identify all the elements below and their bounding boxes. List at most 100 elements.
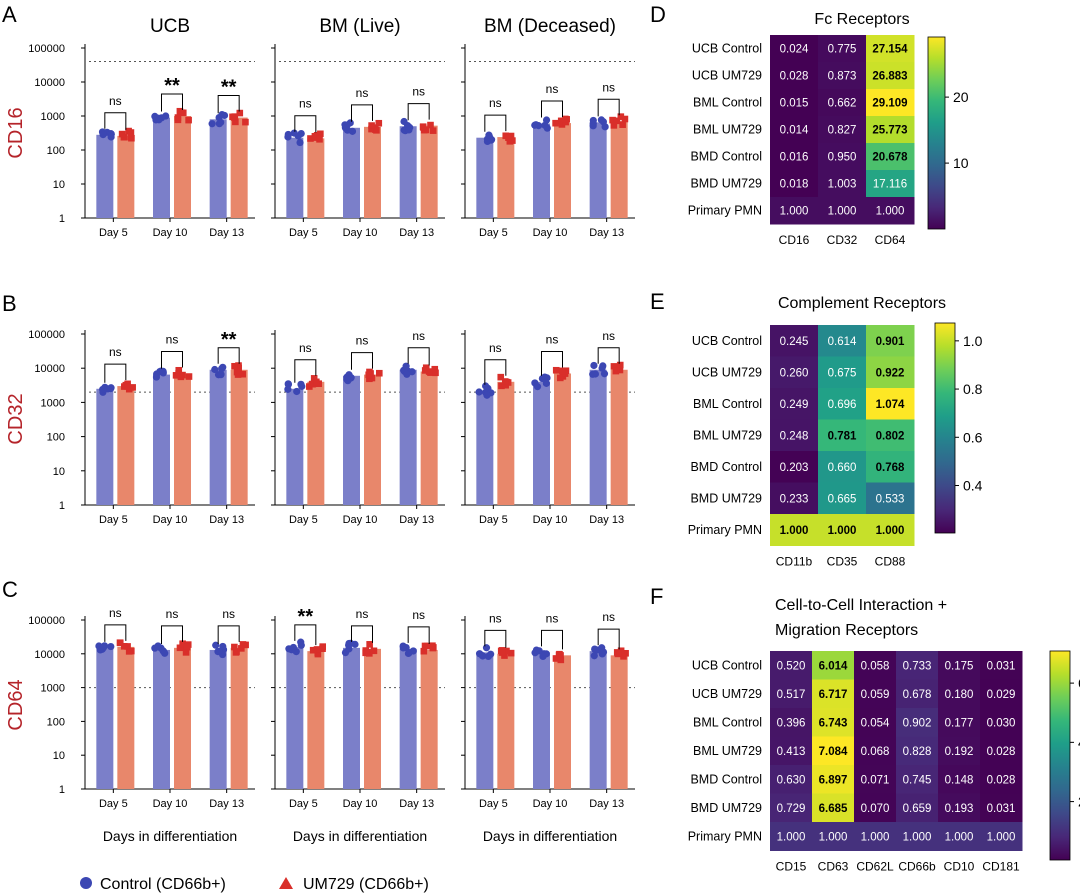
x-tick-label: Day 5 xyxy=(289,227,318,239)
heatmap-cell xyxy=(866,482,915,515)
significance-label: ns xyxy=(546,82,559,96)
heatmap-cell xyxy=(818,197,867,225)
y-tick-label: 100000 xyxy=(28,43,65,55)
heatmap-cell xyxy=(818,451,867,483)
control-point xyxy=(539,652,547,661)
heatmap-cell xyxy=(818,35,867,63)
heatmap-title: Migration Receptors xyxy=(775,622,918,639)
treated-point xyxy=(425,368,433,375)
treated-point xyxy=(373,127,380,134)
heatmap-row-label: Primary PMN xyxy=(688,829,762,843)
heatmap-cell xyxy=(770,482,819,515)
x-tick-label: Day 13 xyxy=(209,514,244,526)
heatmap-value: 0.873 xyxy=(828,71,857,83)
heatmap-cell xyxy=(818,143,867,171)
control-point xyxy=(341,124,349,132)
heatmap-cell xyxy=(980,822,1023,851)
significance-label: ns xyxy=(412,329,425,343)
significance-bracket xyxy=(597,628,620,650)
x-tick-label: Day 10 xyxy=(533,798,568,810)
treated-point xyxy=(120,642,128,650)
heatmap-value: 1.000 xyxy=(780,206,809,218)
colorbar-tick-label: 20 xyxy=(953,89,969,105)
treated-bar xyxy=(364,648,381,789)
significance-label: ns xyxy=(109,94,122,108)
y-tick-label: 10000 xyxy=(34,77,65,89)
control-bar xyxy=(286,646,304,789)
treated-point xyxy=(183,643,191,651)
significance-label: ns xyxy=(602,610,615,624)
heatmap-cell xyxy=(770,35,819,63)
x-tick-label: Day 10 xyxy=(153,798,188,810)
significance-bracket xyxy=(217,95,240,114)
treated-point xyxy=(229,113,236,121)
significance-label: ns xyxy=(222,607,235,621)
y-tick-label: 10 xyxy=(53,750,65,762)
control-point xyxy=(404,649,413,658)
heatmap-value: 29.109 xyxy=(872,98,907,110)
treated-point xyxy=(312,134,319,141)
significance-label: ** xyxy=(298,606,314,628)
heatmap-cell xyxy=(854,793,897,823)
control-bar xyxy=(286,137,304,218)
heatmap-value: 0.018 xyxy=(780,179,809,191)
bar-chart-C-BMD: ns Day 5 ns Day 10 ns Day 13 Days in different… xyxy=(461,610,635,844)
treated-point xyxy=(366,375,373,383)
control-point xyxy=(590,361,598,370)
row-label-CD16: CD16 xyxy=(5,107,27,158)
control-point xyxy=(215,120,223,128)
treated-bar xyxy=(174,373,191,505)
x-tick-label: Day 10 xyxy=(343,227,378,239)
heatmap-value: 6.685 xyxy=(819,803,848,815)
control-point xyxy=(212,641,220,649)
treated-bar xyxy=(420,125,438,218)
significance-label: ns xyxy=(602,80,615,94)
heatmap-cell xyxy=(938,765,981,794)
treated-point xyxy=(231,362,238,370)
heatmap-row-label: Primary PMN xyxy=(688,523,762,537)
heatmap-value: 1.000 xyxy=(876,525,905,537)
legend-treated-label: UM729 (CD66b+) xyxy=(303,876,429,893)
heatmap-col-label: CD88 xyxy=(875,555,906,569)
treated-point xyxy=(116,639,124,647)
heatmap-value: 0.922 xyxy=(876,367,905,379)
control-bar xyxy=(533,652,550,789)
treated-point xyxy=(317,130,324,138)
panel-letter-E: E xyxy=(650,289,665,314)
heatmap-cell xyxy=(866,419,915,452)
treated-point xyxy=(129,384,136,391)
bar-chart-C-BML: ** Day 5 ns Day 10 ns Day 13 Days in different… xyxy=(271,606,445,844)
treated-point xyxy=(610,122,618,129)
heatmap-row-label: BML Control xyxy=(693,715,762,729)
significance-bracket xyxy=(294,115,317,133)
heatmap-cell xyxy=(818,388,867,420)
heatmap-value: 0.193 xyxy=(945,803,974,815)
y-tick-label: 10000 xyxy=(34,649,65,661)
heatmap-cell xyxy=(980,679,1023,709)
treated-bar xyxy=(497,381,515,505)
control-point xyxy=(211,365,219,374)
control-point xyxy=(345,641,353,649)
treated-bar xyxy=(307,138,325,218)
treated-point xyxy=(319,643,327,650)
x-tick-label: Day 10 xyxy=(533,514,568,526)
control-point xyxy=(104,385,112,393)
bar-chart-A-BMD: ns Day 5 ns Day 10 ns Day 13 xyxy=(461,44,635,239)
control-bar xyxy=(96,388,114,505)
heatmap-cell xyxy=(938,708,981,737)
heatmap-value: 1.003 xyxy=(828,179,857,191)
heatmap-row-label: UCB UM729 xyxy=(692,687,762,701)
heatmap-cell xyxy=(938,651,981,680)
heatmap-value: 0.245 xyxy=(780,336,809,348)
treated-point xyxy=(316,135,323,143)
treated-point xyxy=(423,642,431,650)
heatmap-cell xyxy=(866,197,915,225)
heatmap-value: 0.662 xyxy=(828,98,857,110)
heatmap-value: 6.897 xyxy=(819,774,848,786)
bar-chart-B-BMD: ns Day 5 ns Day 10 ns Day 13 xyxy=(461,329,635,526)
heatmap-cell xyxy=(812,651,855,680)
treated-point xyxy=(307,135,314,142)
heatmap-cell xyxy=(854,651,897,680)
heatmap-cell xyxy=(770,325,819,357)
treated-point xyxy=(313,646,321,653)
